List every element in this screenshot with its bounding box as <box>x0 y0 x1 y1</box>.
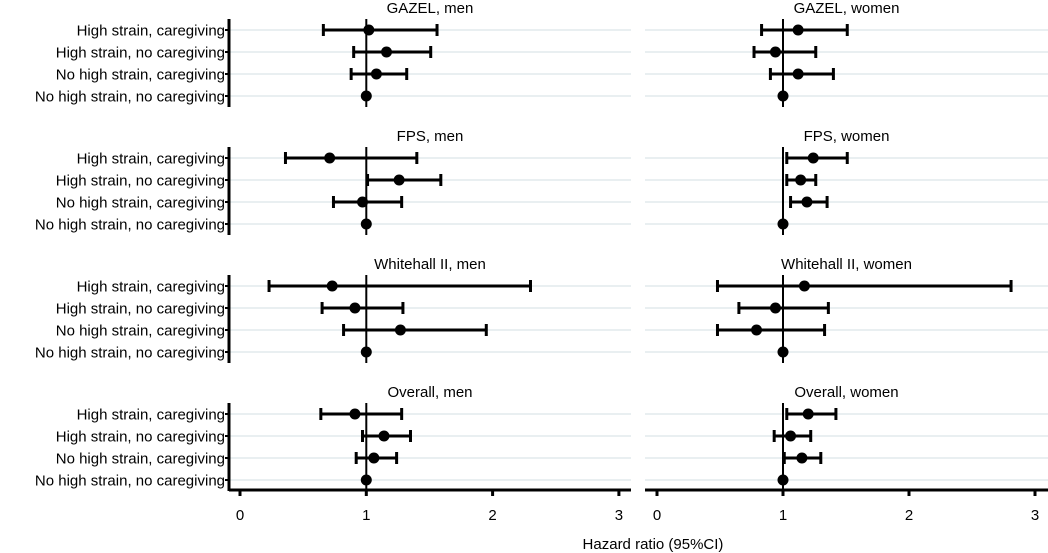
panel-title: Overall, women <box>794 384 898 401</box>
hazard-ratio-point <box>370 68 382 80</box>
hazard-ratio-point <box>381 46 393 58</box>
hazard-ratio-point <box>360 218 372 230</box>
hazard-ratio-point <box>394 324 406 336</box>
x-tick-label: 0 <box>236 507 244 524</box>
hazard-ratio-point <box>393 174 405 186</box>
hazard-ratio-point <box>802 408 814 420</box>
x-tick-label: 3 <box>1031 507 1039 524</box>
panel-fps-women: FPS, women <box>645 128 1048 235</box>
y-tick-label: No high strain, caregiving <box>56 323 225 340</box>
y-tick-label: No high strain, no caregiving <box>35 473 225 490</box>
hazard-ratio-point <box>360 90 372 102</box>
y-tick-label: High strain, caregiving <box>77 407 225 424</box>
panel-title: Overall, men <box>387 384 472 401</box>
hazard-ratio-point <box>792 68 804 80</box>
panel-fps-men: FPS, men High strain, caregiving High stra… <box>35 128 631 235</box>
hazard-ratio-point <box>360 474 372 486</box>
hazard-ratio-point <box>324 152 336 164</box>
hazard-ratio-point <box>796 452 808 464</box>
hazard-ratio-point <box>795 174 807 186</box>
x-tick-label: 3 <box>615 507 623 524</box>
x-tick-label: 2 <box>905 507 913 524</box>
panel-title: FPS, women <box>804 128 890 145</box>
panel-title: GAZEL, men <box>387 0 474 17</box>
hazard-ratio-point <box>363 24 375 36</box>
y-tick-label: High strain, no caregiving <box>56 301 225 318</box>
hazard-ratio-point <box>751 324 763 336</box>
y-tick-label: No high strain, no caregiving <box>35 345 225 362</box>
hazard-ratio-point <box>360 346 372 358</box>
x-tick-label: 0 <box>653 507 661 524</box>
y-tick-label: High strain, caregiving <box>77 279 225 296</box>
hazard-ratio-point <box>801 196 813 208</box>
x-axis-label: Hazard ratio (95%CI) <box>583 536 724 553</box>
panel-overall-men: Overall, men High strain, caregiving High … <box>35 384 631 524</box>
hazard-ratio-point <box>769 46 781 58</box>
hazard-ratio-point <box>326 280 338 292</box>
y-tick-label: No high strain, no caregiving <box>35 217 225 234</box>
y-tick-label: No high strain, caregiving <box>56 195 225 212</box>
y-tick-label: High strain, no caregiving <box>56 429 225 446</box>
panel-title: Whitehall II, women <box>781 256 912 273</box>
panel-whitehall-ii-women: Whitehall II, women <box>645 256 1048 363</box>
hazard-ratio-point <box>777 346 789 358</box>
hazard-ratio-point <box>798 280 810 292</box>
panel-title: FPS, men <box>397 128 464 145</box>
hazard-ratio-point <box>777 90 789 102</box>
x-tick-label: 1 <box>779 507 787 524</box>
hazard-ratio-point <box>769 302 781 314</box>
panel-gazel-men: GAZEL, men High strain, caregiving High st… <box>35 0 631 107</box>
y-tick-label: No high strain, caregiving <box>56 451 225 468</box>
y-tick-label: No high strain, caregiving <box>56 67 225 84</box>
hazard-ratio-point <box>357 196 369 208</box>
panel-title: Whitehall II, men <box>374 256 486 273</box>
hazard-ratio-point <box>349 302 361 314</box>
hazard-ratio-point <box>807 152 819 164</box>
hazard-ratio-point <box>378 430 390 442</box>
panel-overall-women: Overall, women 0 1 2 3 <box>645 384 1048 524</box>
y-tick-label: High strain, no caregiving <box>56 45 225 62</box>
hazard-ratio-point <box>368 452 380 464</box>
y-tick-label: High strain, no caregiving <box>56 173 225 190</box>
panel-whitehall-ii-men: Whitehall II, men High strain, caregiving… <box>35 256 631 363</box>
panel-title: GAZEL, women <box>794 0 900 17</box>
y-tick-label: High strain, caregiving <box>77 151 225 168</box>
hazard-ratio-point <box>777 218 789 230</box>
x-tick-label: 1 <box>362 507 370 524</box>
y-tick-label: No high strain, no caregiving <box>35 89 225 106</box>
y-tick-label: High strain, caregiving <box>77 23 225 40</box>
hazard-ratio-point <box>785 430 797 442</box>
x-tick-label: 2 <box>488 507 496 524</box>
panel-gazel-women: GAZEL, women <box>645 0 1048 107</box>
hazard-ratio-point <box>349 408 361 420</box>
hazard-ratio-point <box>792 24 804 36</box>
hazard-ratio-point <box>777 474 789 486</box>
